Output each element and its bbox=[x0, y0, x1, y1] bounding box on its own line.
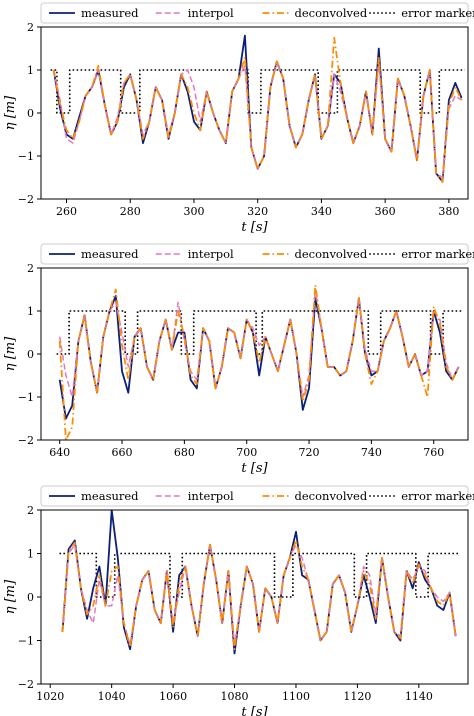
x-tick-label: 300 bbox=[183, 205, 204, 218]
y-tick-label: 1 bbox=[27, 548, 34, 561]
y-tick-label: −1 bbox=[18, 635, 34, 648]
x-tick-label: 1060 bbox=[159, 690, 187, 703]
x-tick-label: 720 bbox=[299, 446, 320, 459]
x-tick-label: 700 bbox=[236, 446, 257, 459]
series-line-deconvolved bbox=[58, 284, 460, 440]
x-tick-label: 1140 bbox=[405, 690, 433, 703]
legend-label-measured: measured bbox=[81, 489, 139, 503]
legend-label-error-marker: error marker bbox=[401, 489, 474, 503]
x-tick-label: 680 bbox=[174, 446, 195, 459]
x-tick-label: 1100 bbox=[282, 690, 310, 703]
x-tick-label: 740 bbox=[361, 446, 382, 459]
series-line-measured bbox=[58, 295, 460, 420]
x-tick-label: 340 bbox=[311, 205, 332, 218]
legend-label-measured: measured bbox=[81, 247, 139, 261]
series-line-interpol bbox=[52, 60, 463, 179]
y-tick-label: 1 bbox=[27, 64, 34, 77]
x-tick-label: 380 bbox=[438, 205, 459, 218]
plot-area bbox=[59, 510, 459, 655]
legend-label-measured: measured bbox=[81, 6, 139, 20]
y-axis-label: η [m] bbox=[3, 95, 18, 130]
x-tick-label: 1120 bbox=[343, 690, 371, 703]
legend: measured interpol deconvolved error marker bbox=[40, 485, 474, 507]
y-tick-label: −2 bbox=[18, 193, 34, 206]
legend: measured interpol deconvolved error marker bbox=[40, 243, 474, 265]
y-tick-label: 2 bbox=[27, 262, 34, 275]
x-tick-label: 260 bbox=[56, 205, 77, 218]
legend-label-error-marker: error marker bbox=[401, 6, 474, 20]
y-tick-label: 2 bbox=[27, 21, 34, 34]
y-axis-label: η [m] bbox=[3, 579, 18, 614]
x-axis-label: t [s] bbox=[241, 220, 268, 235]
y-tick-label: −1 bbox=[18, 391, 34, 404]
axes-frame bbox=[40, 26, 469, 200]
plot-area bbox=[50, 34, 465, 183]
legend-label-deconvolved: deconvolved bbox=[295, 6, 368, 20]
chart-1: 260 280 300 320 340 360 380 −2 −1 0 1 2 t [s] η [m] me… bbox=[3, 2, 474, 235]
x-tick-label: 1020 bbox=[36, 690, 64, 703]
legend: measured interpol deconvolved error marker bbox=[40, 2, 474, 24]
series-line-deconvolved bbox=[52, 36, 463, 183]
y-tick-label: −1 bbox=[18, 150, 34, 163]
y-tick-label: 1 bbox=[27, 305, 34, 318]
legend-box bbox=[40, 2, 469, 24]
chart-3: 1020 1040 1060 1080 1100 1120 1140 −2 −1 0 1 2 t [s]… bbox=[3, 485, 474, 716]
x-tick-label: 1080 bbox=[221, 690, 249, 703]
y-tick-label: 0 bbox=[27, 107, 34, 120]
legend-label-error-marker: error marker bbox=[401, 247, 474, 261]
legend-label-interpol: interpol bbox=[188, 247, 234, 261]
x-tick-label: 640 bbox=[49, 446, 70, 459]
legend-label-deconvolved: deconvolved bbox=[295, 489, 368, 503]
legend-label-interpol: interpol bbox=[188, 489, 234, 503]
axes-frame bbox=[40, 267, 469, 441]
legend-label-deconvolved: deconvolved bbox=[295, 247, 368, 261]
x-tick-label: 1040 bbox=[98, 690, 126, 703]
legend-box bbox=[40, 243, 469, 265]
y-tick-label: 2 bbox=[27, 504, 34, 517]
y-tick-label: −2 bbox=[18, 678, 34, 691]
legend-label-interpol: interpol bbox=[188, 6, 234, 20]
y-axis-label: η [m] bbox=[3, 336, 18, 371]
x-tick-label: 360 bbox=[375, 205, 396, 218]
y-tick-label: 0 bbox=[27, 591, 34, 604]
x-axis-label: t [s] bbox=[241, 705, 268, 716]
x-tick-label: 760 bbox=[423, 446, 444, 459]
x-tick-label: 320 bbox=[247, 205, 268, 218]
chart-2: 640 660 680 700 720 740 760 −2 −1 0 1 2 t [s] η [m] me… bbox=[3, 243, 474, 476]
x-axis-label: t [s] bbox=[241, 461, 268, 476]
plot-area bbox=[56, 284, 462, 440]
y-tick-label: −2 bbox=[18, 434, 34, 447]
series-line-measured bbox=[52, 34, 463, 183]
x-tick-label: 660 bbox=[112, 446, 133, 459]
y-tick-label: 0 bbox=[27, 348, 34, 361]
series-line-error-marker bbox=[50, 69, 465, 114]
legend-box bbox=[40, 485, 469, 507]
series-line-deconvolved bbox=[61, 539, 457, 651]
x-tick-label: 280 bbox=[120, 205, 141, 218]
